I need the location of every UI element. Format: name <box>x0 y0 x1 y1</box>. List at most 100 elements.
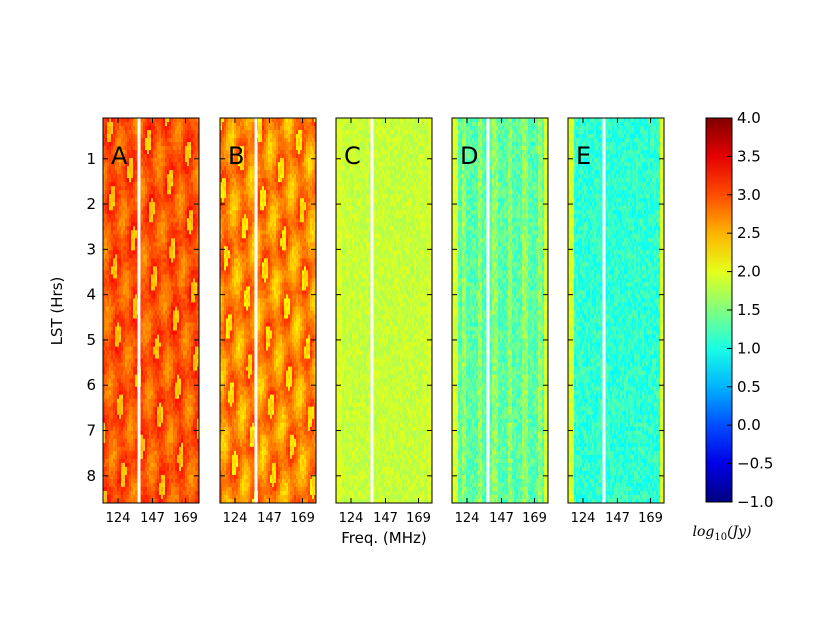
heatmap-cell <box>181 246 183 250</box>
heatmap-cell <box>127 298 129 302</box>
heatmap-cell <box>163 234 165 238</box>
heatmap-cell <box>113 335 115 339</box>
heatmap-cell <box>107 258 109 262</box>
heatmap-cell <box>147 298 149 302</box>
heatmap-cell <box>107 282 109 286</box>
heatmap-cell <box>167 246 169 250</box>
heatmap-cell <box>161 146 163 150</box>
heatmap-cell <box>149 250 151 254</box>
heatmap-cell <box>105 166 107 170</box>
heatmap-cell <box>165 182 167 186</box>
heatmap-cell <box>141 206 143 210</box>
heatmap-cell <box>183 146 185 150</box>
heatmap-cell <box>135 186 137 190</box>
heatmap-cell <box>151 162 153 166</box>
heatmap-cell <box>135 290 137 294</box>
heatmap-cell <box>193 278 195 282</box>
heatmap-cell <box>187 118 189 122</box>
heatmap-cell <box>175 266 177 270</box>
heatmap-cell <box>121 266 123 270</box>
heatmap-cell <box>189 146 191 150</box>
heatmap-cell <box>147 206 149 210</box>
heatmap-cell <box>169 190 171 194</box>
heatmap-cell <box>119 190 121 194</box>
heatmap-cell <box>109 258 111 262</box>
heatmap-cell <box>179 286 181 290</box>
heatmap-cell <box>135 198 137 202</box>
heatmap-cell <box>127 206 129 210</box>
heatmap-cell <box>185 262 187 266</box>
heatmap-cell <box>181 226 183 230</box>
heatmap-cell <box>173 130 175 134</box>
heatmap-cell <box>189 178 191 182</box>
heatmap-cell <box>123 130 125 134</box>
heatmap-cell <box>157 222 159 226</box>
heatmap-cell <box>135 142 137 146</box>
heatmap-cell <box>127 230 129 234</box>
heatmap-cell <box>183 234 185 238</box>
heatmap-cell <box>149 323 151 327</box>
heatmap-cell <box>177 270 179 274</box>
heatmap-cell <box>135 126 137 130</box>
heatmap-cell <box>143 306 145 310</box>
heatmap-cell <box>117 202 119 206</box>
heatmap-cell <box>111 170 113 174</box>
heatmap-cell <box>153 158 155 162</box>
heatmap-cell <box>171 278 173 282</box>
heatmap-cell <box>181 238 183 242</box>
heatmap-cell <box>119 118 121 122</box>
heatmap-cell <box>187 142 189 146</box>
heatmap-cell <box>113 118 115 122</box>
heatmap-cell <box>175 226 177 230</box>
heatmap-cell <box>193 302 195 306</box>
heatmap-cell <box>171 331 173 335</box>
heatmap-cell <box>175 206 177 210</box>
heatmap-cell <box>119 134 121 138</box>
heatmap-cell <box>177 214 179 218</box>
heatmap-cell <box>163 146 165 150</box>
heatmap-cell <box>151 274 153 278</box>
heatmap-cell <box>141 174 143 178</box>
heatmap-cell <box>123 230 125 234</box>
heatmap-cell <box>165 278 167 282</box>
heatmap-cell <box>117 174 119 178</box>
heatmap-cell <box>119 238 121 242</box>
heatmap-cell <box>105 266 107 270</box>
heatmap-cell <box>149 142 151 146</box>
heatmap-cell <box>147 210 149 214</box>
heatmap-cell <box>155 282 157 286</box>
heatmap-cell <box>163 226 165 230</box>
heatmap-cell <box>161 262 163 266</box>
heatmap-cell <box>173 138 175 142</box>
heatmap-cell <box>113 315 115 319</box>
heatmap-cell <box>171 254 173 258</box>
heatmap-cell <box>183 186 185 190</box>
heatmap-cell <box>163 158 165 162</box>
heatmap-cell <box>175 282 177 286</box>
heatmap-cell <box>171 230 173 234</box>
heatmap-cell <box>189 122 191 126</box>
heatmap-cell <box>187 130 189 134</box>
heatmap-cell <box>191 331 193 335</box>
heatmap-cell <box>183 210 185 214</box>
heatmap-cell <box>159 306 161 310</box>
heatmap-cell <box>115 206 117 210</box>
heatmap-cell <box>181 290 183 294</box>
heatmap-cell <box>159 302 161 306</box>
heatmap-cell <box>147 230 149 234</box>
heatmap-cell <box>131 331 133 335</box>
heatmap-cell <box>151 323 153 327</box>
heatmap-cell <box>195 270 197 274</box>
heatmap-cell <box>181 118 183 122</box>
heatmap-cell <box>167 234 169 238</box>
heatmap-cell <box>193 198 195 202</box>
heatmap-cell <box>123 319 125 323</box>
heatmap-cell <box>149 166 151 170</box>
heatmap-cell <box>127 315 129 319</box>
heatmap-cell <box>191 138 193 142</box>
heatmap-cell <box>107 270 109 274</box>
heatmap-cell <box>133 198 135 202</box>
heatmap-cell <box>135 158 137 162</box>
heatmap-cell <box>161 286 163 290</box>
heatmap-cell <box>113 306 115 310</box>
